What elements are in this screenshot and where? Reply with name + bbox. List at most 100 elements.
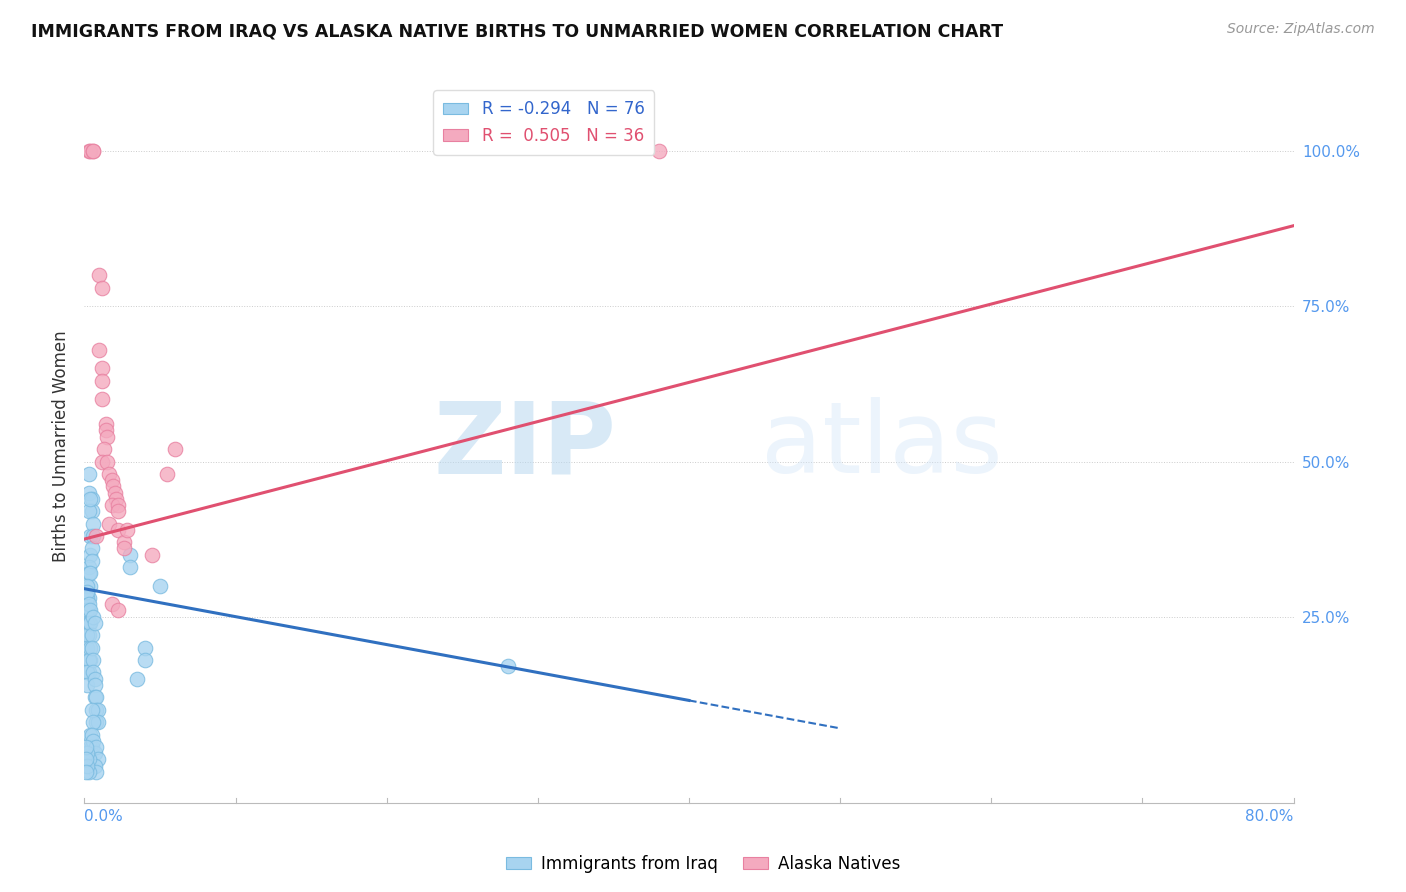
Point [76, 628, 98, 642]
Point [77, 665, 100, 680]
Point [84, 672, 107, 686]
Text: Source: ZipAtlas.com: Source: ZipAtlas.com [1227, 22, 1375, 37]
Point [76, 615, 98, 630]
Point [75, 739, 97, 754]
Point [79, 529, 101, 543]
Point [79, 653, 101, 667]
Point [86, 703, 108, 717]
Point [76, 746, 98, 760]
Point [77, 628, 100, 642]
Point [80, 640, 103, 655]
Point [77, 467, 100, 481]
Point [77, 603, 100, 617]
Point [80, 739, 103, 754]
Legend: Immigrants from Iraq, Alaska Natives: Immigrants from Iraq, Alaska Natives [499, 848, 907, 880]
Point [77, 145, 100, 159]
Point [86, 764, 108, 779]
Point [91, 454, 114, 468]
Point [134, 640, 156, 655]
Point [84, 615, 107, 630]
Point [76, 665, 98, 680]
Point [118, 560, 141, 574]
Point [165, 442, 187, 456]
Point [96, 430, 118, 444]
Point [79, 145, 101, 159]
Point [76, 640, 98, 655]
Point [94, 424, 117, 438]
Point [134, 653, 156, 667]
Point [80, 504, 103, 518]
Point [82, 145, 104, 159]
Point [79, 739, 101, 754]
Text: IMMIGRANTS FROM IRAQ VS ALASKA NATIVE BIRTHS TO UNMARRIED WOMEN CORRELATION CHAR: IMMIGRANTS FROM IRAQ VS ALASKA NATIVE BI… [31, 22, 1002, 40]
Point [80, 727, 103, 741]
Point [156, 467, 179, 481]
Point [77, 566, 100, 581]
Point [84, 678, 107, 692]
Point [84, 758, 107, 772]
Point [91, 392, 114, 407]
Point [80, 541, 103, 556]
Point [93, 442, 115, 456]
Point [79, 579, 101, 593]
Point [80, 491, 103, 506]
Point [82, 653, 104, 667]
Point [77, 653, 100, 667]
Point [115, 523, 138, 537]
Point [91, 374, 114, 388]
Point [118, 548, 141, 562]
Point [107, 523, 129, 537]
Point [77, 591, 100, 605]
Point [79, 640, 101, 655]
Point [100, 473, 122, 487]
Point [82, 609, 104, 624]
Point [101, 479, 124, 493]
Point [80, 703, 103, 717]
Point [94, 417, 117, 432]
Point [105, 491, 128, 506]
Point [75, 764, 97, 779]
Point [112, 541, 135, 556]
Point [86, 690, 108, 705]
Point [77, 615, 100, 630]
Point [82, 733, 104, 747]
Point [76, 678, 98, 692]
Point [82, 516, 104, 531]
Point [112, 535, 135, 549]
Point [87, 703, 110, 717]
Text: 0.0%: 0.0% [84, 809, 124, 824]
Point [86, 529, 108, 543]
Point [648, 145, 671, 159]
Point [91, 281, 114, 295]
Y-axis label: Births to Unmarried Women: Births to Unmarried Women [52, 330, 70, 562]
Point [107, 498, 129, 512]
Point [86, 715, 108, 730]
Text: 80.0%: 80.0% [1246, 809, 1294, 824]
Point [87, 715, 110, 730]
Point [104, 485, 127, 500]
Point [80, 554, 103, 568]
Point [107, 504, 129, 518]
Point [79, 491, 101, 506]
Point [86, 739, 108, 754]
Point [79, 603, 101, 617]
Point [77, 560, 100, 574]
Point [97, 467, 120, 481]
Point [75, 752, 97, 766]
Point [87, 752, 110, 766]
Point [82, 145, 104, 159]
Text: atlas: atlas [762, 398, 1002, 494]
Point [91, 361, 114, 376]
Point [100, 597, 122, 611]
Point [76, 579, 98, 593]
Point [79, 566, 101, 581]
Point [79, 548, 101, 562]
Point [76, 584, 98, 599]
Point [84, 746, 107, 760]
Point [82, 665, 104, 680]
Point [127, 672, 149, 686]
Point [77, 764, 100, 779]
Point [496, 659, 519, 673]
Text: ZIP: ZIP [433, 398, 616, 494]
Point [97, 516, 120, 531]
